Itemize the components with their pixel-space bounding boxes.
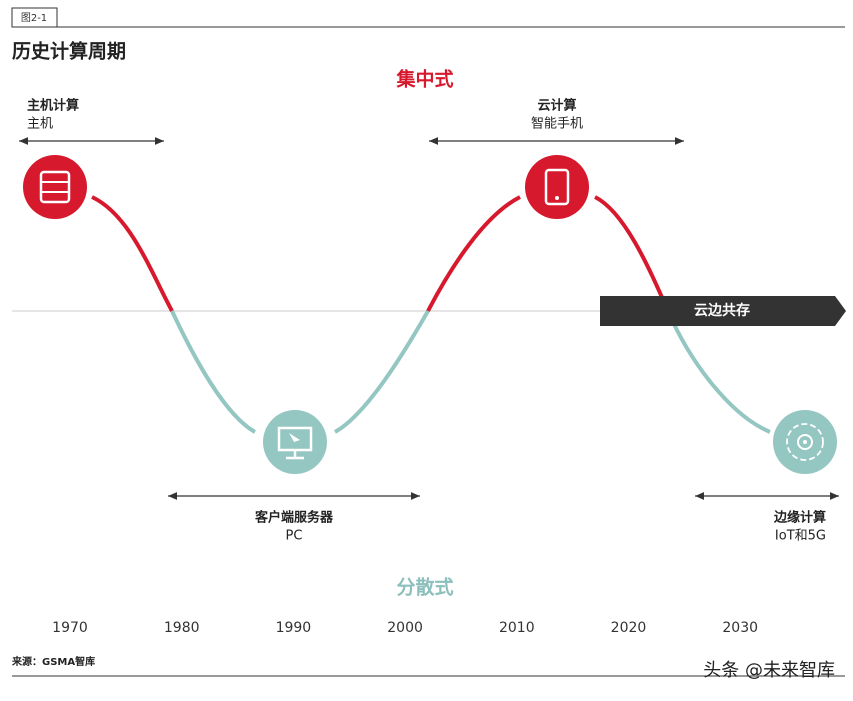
icon-edge (773, 410, 837, 474)
icon-phone (525, 155, 589, 219)
year-label: 1990 (276, 620, 312, 636)
figure-label: 图2-1 (21, 12, 47, 24)
phase-subtitle: 主机 (27, 117, 53, 132)
year-label: 2000 (387, 620, 423, 636)
year-label: 1970 (52, 620, 88, 636)
year-label: 2010 (499, 620, 535, 636)
phase-title: 云计算 (537, 98, 576, 114)
phase-title: 边缘计算 (773, 510, 826, 526)
year-label: 2020 (611, 620, 647, 636)
year-label: 1980 (164, 620, 200, 636)
phase-title: 主机计算 (27, 98, 79, 114)
top-label: 集中式 (395, 68, 453, 91)
watermark: 头条 @未来智库 (703, 660, 835, 681)
year-label: 2030 (722, 620, 758, 636)
arrows (19, 137, 839, 500)
phase-subtitle: IoT和5G (775, 529, 826, 544)
phase-subtitle: 智能手机 (531, 117, 583, 132)
year-axis: 1970 1980 1990 2000 2010 2020 2030 (52, 620, 758, 636)
bottom-label: 分散式 (396, 576, 453, 599)
icon-pc (263, 410, 327, 474)
title: 历史计算周期 (12, 40, 126, 63)
wave (91, 195, 771, 434)
source: 来源：GSMA智库 (11, 655, 95, 668)
icon-mainframe (23, 155, 87, 219)
banner (600, 296, 846, 326)
phase-title: 客户端服务器 (255, 510, 334, 526)
phase-subtitle: PC (286, 529, 303, 544)
banner-text: 云边共存 (694, 302, 750, 319)
